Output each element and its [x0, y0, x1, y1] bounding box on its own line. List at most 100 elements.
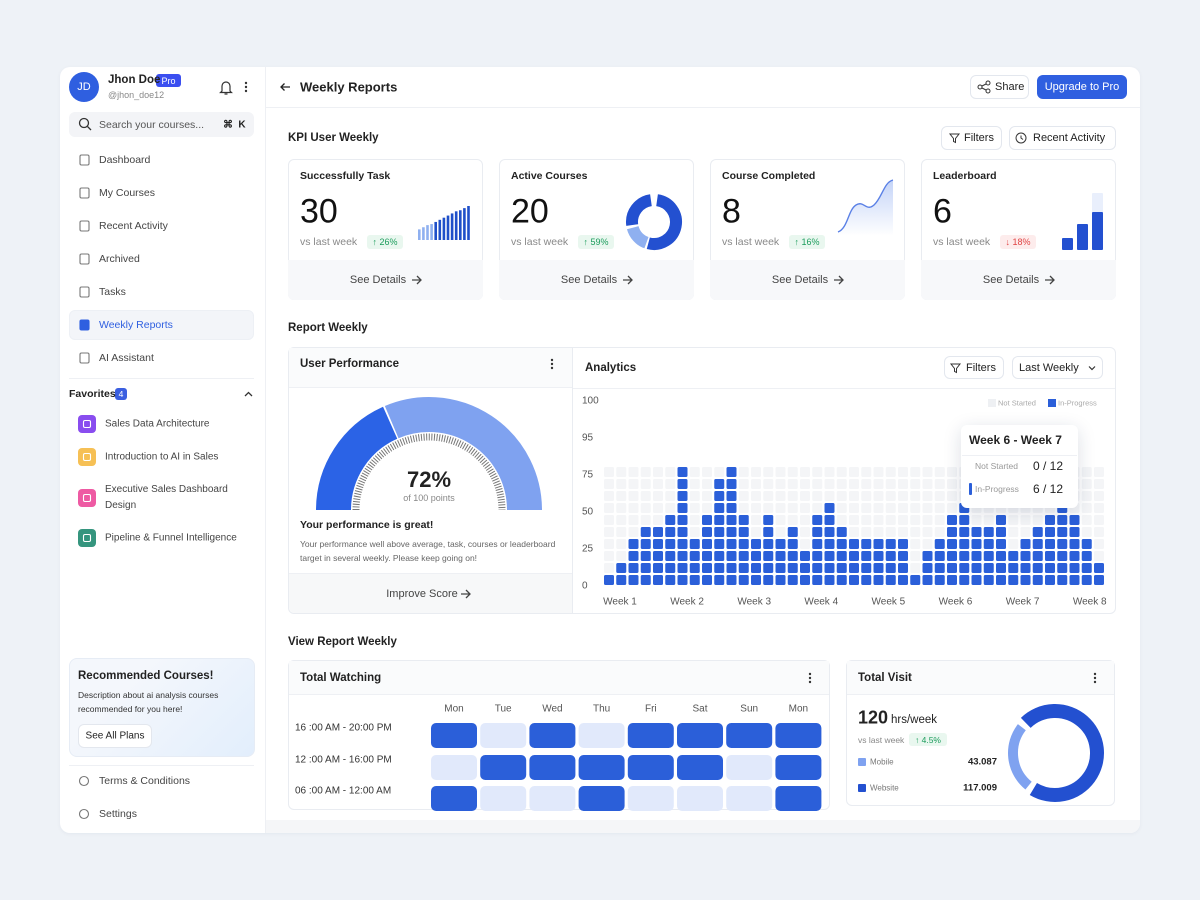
kpi-card-footer[interactable] — [288, 260, 483, 300]
nav-item[interactable]: Tasks — [99, 286, 126, 298]
tooltip-indicator — [969, 483, 972, 495]
slot — [922, 539, 933, 549]
slot — [947, 503, 957, 513]
avatar-initials: JD — [77, 81, 91, 93]
square — [677, 539, 688, 549]
recent-activity-button[interactable] — [1009, 126, 1116, 150]
square — [787, 575, 798, 585]
square — [640, 551, 651, 561]
y-tick-label: 0 — [582, 580, 588, 592]
menu-dot — [550, 362, 554, 366]
legend-swatch — [858, 758, 866, 766]
share-label[interactable]: Share — [995, 81, 1025, 93]
favorite-item[interactable]: Pipeline & Funnel Intelligence — [105, 532, 237, 544]
slot — [604, 527, 614, 537]
square — [702, 575, 712, 585]
search-box[interactable] — [69, 112, 254, 137]
square — [959, 551, 970, 561]
square — [959, 539, 970, 549]
sidebar-divider — [265, 67, 266, 833]
improve-link[interactable]: Improve Score — [386, 588, 458, 600]
analytics-header-divider — [573, 388, 1115, 389]
square — [1069, 575, 1080, 585]
square — [726, 551, 737, 561]
slot — [1008, 515, 1019, 525]
period-dropdown[interactable] — [1012, 356, 1103, 379]
arrow-icon — [412, 275, 422, 285]
x-tick-label: Week 8 — [1072, 596, 1107, 608]
square — [616, 563, 627, 573]
footer-link[interactable]: Terms & Conditions — [99, 775, 191, 787]
filters-label[interactable]: Filters — [964, 132, 994, 144]
square — [677, 479, 688, 489]
favorite-item[interactable]: Introduction to AI in Sales — [105, 451, 219, 463]
kpi-link[interactable]: See Details — [771, 274, 829, 286]
filters-button[interactable] — [941, 126, 1002, 150]
slot — [628, 527, 639, 537]
column — [689, 539, 700, 585]
square — [959, 527, 970, 537]
upgrade-label[interactable]: Upgrade to Pro — [1044, 81, 1120, 93]
slot — [689, 491, 700, 501]
kpi-link[interactable]: See Details — [982, 274, 1040, 286]
slot — [653, 491, 663, 501]
nav-item[interactable]: My Courses — [99, 187, 156, 199]
slot — [665, 503, 676, 513]
square — [1057, 515, 1068, 525]
favorite-item[interactable]: Sales Data Architecture — [105, 418, 210, 430]
slot — [836, 491, 847, 501]
filters-label[interactable]: Filters — [966, 362, 996, 374]
square — [714, 539, 725, 549]
square — [665, 527, 676, 537]
kpi-card-footer[interactable] — [499, 260, 694, 300]
kpi-link[interactable]: See Details — [349, 274, 407, 286]
square — [1081, 539, 1092, 549]
menu-dot — [244, 81, 248, 85]
nav-item[interactable]: Recent Activity — [99, 220, 168, 232]
slot — [1081, 515, 1092, 525]
sidebar-separator — [69, 765, 254, 766]
kpi-card-footer[interactable] — [710, 260, 905, 300]
heat-cell — [627, 786, 674, 811]
slot — [910, 479, 921, 489]
period-label[interactable]: Last Weekly — [1019, 362, 1079, 374]
nav-item[interactable]: Weekly Reports — [99, 319, 173, 331]
kpi-change-pill — [578, 235, 614, 249]
share-button[interactable] — [970, 75, 1029, 99]
section-title: View Report Weekly — [288, 636, 397, 648]
donut-decor — [646, 194, 682, 250]
recent-activity-label[interactable]: Recent Activity — [1033, 132, 1106, 144]
nav-item[interactable]: Dashboard — [99, 154, 151, 166]
clock-icon — [1015, 132, 1027, 144]
slot — [604, 539, 614, 549]
nav-item[interactable]: Archived — [99, 253, 140, 265]
square — [898, 575, 908, 585]
heat-cell — [529, 786, 576, 811]
square — [653, 563, 663, 573]
square — [849, 563, 859, 573]
see-plans-label[interactable]: See All Plans — [85, 730, 145, 742]
arrow-icon — [623, 275, 633, 285]
kpi-card-footer[interactable] — [921, 260, 1116, 300]
slot — [738, 467, 749, 477]
analytics-filters[interactable] — [944, 356, 1004, 379]
nav-icon — [79, 187, 90, 199]
slot — [714, 467, 725, 477]
slot — [971, 515, 982, 525]
performance-footer[interactable] — [289, 573, 572, 613]
square — [836, 551, 847, 561]
heat-cell — [775, 723, 822, 748]
heat-cell — [726, 786, 773, 811]
slot — [787, 491, 798, 501]
see-plans-button[interactable] — [78, 724, 152, 748]
square — [873, 551, 884, 561]
nav-item[interactable]: AI Assistant — [99, 352, 154, 364]
heat-cell — [529, 755, 576, 780]
kpi-link[interactable]: See Details — [560, 274, 618, 286]
slot — [885, 515, 896, 525]
slot — [873, 515, 884, 525]
footer-link[interactable]: Settings — [99, 808, 137, 820]
slot — [787, 503, 798, 513]
upgrade-button[interactable] — [1037, 75, 1127, 99]
square — [910, 575, 921, 585]
